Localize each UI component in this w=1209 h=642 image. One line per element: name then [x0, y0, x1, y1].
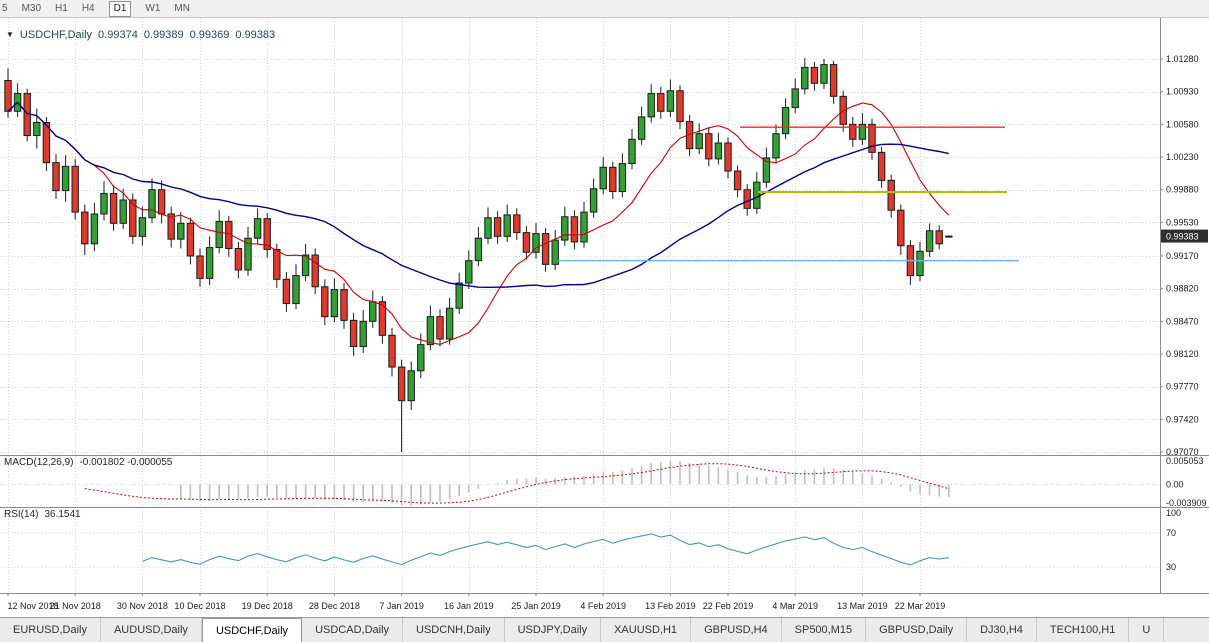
grid — [0, 18, 1160, 593]
symbol-tab-sp500[interactable]: SP500,M15 — [782, 618, 867, 642]
date-axis-label: 30 Nov 2018 — [117, 601, 168, 611]
date-axis-label: 25 Jan 2019 — [511, 601, 561, 611]
macd-name: MACD(12,26,9) — [4, 457, 74, 468]
symbol-tab-usdjpy[interactable]: USDJPY,Daily — [505, 618, 602, 642]
chart-title: ▼ USDCHF,Daily 0.99374 0.99389 0.99369 0… — [6, 29, 275, 41]
macd-values: -0.001802 -0.000055 — [79, 457, 173, 468]
macd-axis: 0.005053 0.00 -0.003909 — [1166, 456, 1207, 508]
price-axis-label: 0.97070 — [1166, 447, 1199, 457]
rsi-name: RSI(14) — [4, 509, 39, 520]
price-axis: 1.01280 1.00930 1.00580 1.00230 0.99880 0.995… — [1160, 54, 1199, 457]
ohlc-close: 0.99383 — [235, 29, 276, 41]
rsi-axis-label: 70 — [1166, 528, 1176, 538]
ohlc-open: 0.99374 — [98, 29, 138, 41]
chart-canvas[interactable]: 1.01280 1.00930 1.00580 1.00230 0.99880 0.995… — [0, 18, 1209, 617]
chart-area[interactable]: 1.01280 1.00930 1.00580 1.00230 0.99880 0.995… — [0, 18, 1209, 617]
timeframe-toolbar: 5 M30 H1 H4 D1 W1 MN — [0, 0, 1209, 18]
macd-indicator-label: MACD(12,26,9) -0.001802 -0.000055 — [4, 457, 172, 468]
price-axis-label: 0.98470 — [1166, 316, 1199, 326]
timeframe-button-h1[interactable]: H1 — [55, 2, 68, 14]
symbol-tab-usdcad[interactable]: USDCAD,Daily — [302, 618, 404, 642]
timeframe-button-mn[interactable]: MN — [174, 2, 190, 14]
chart-symbol-label: USDCHF,Daily — [19, 29, 93, 41]
timeframe-button-w1[interactable]: W1 — [145, 2, 161, 14]
timeframe-button-5[interactable]: 5 — [2, 2, 8, 14]
symbol-tab-usdchf[interactable]: USDCHF,Daily — [201, 618, 303, 642]
date-axis-label: 21 Nov 2018 — [50, 601, 101, 611]
current-price-badge-text: 0.99383 — [1166, 232, 1199, 242]
date-axis-label: 16 Jan 2019 — [444, 601, 494, 611]
rsi-indicator-label: RSI(14) 36.1541 — [4, 509, 81, 520]
price-axis-label: 0.99530 — [1166, 217, 1199, 227]
ohlc-low: 0.99369 — [189, 29, 230, 41]
date-axis-label: 4 Feb 2019 — [580, 601, 626, 611]
panel-separators — [0, 18, 1209, 594]
macd-axis-label: 0.00 — [1166, 479, 1184, 489]
timeframe-button-m30[interactable]: M30 — [21, 2, 42, 14]
date-axis-label: 4 Mar 2019 — [772, 601, 818, 611]
price-axis-label: 0.98120 — [1166, 349, 1199, 359]
timeframe-button-d1[interactable]: D1 — [108, 0, 132, 17]
price-axis-label: 1.00930 — [1166, 87, 1199, 97]
date-axis-label: 13 Feb 2019 — [645, 601, 696, 611]
symbol-tab-tech100[interactable]: TECH100,H1 — [1037, 618, 1130, 642]
date-axis-label: 12 Nov 2018 — [7, 601, 58, 611]
rsi-value: 36.1541 — [44, 509, 81, 520]
symbol-tab-u[interactable]: U — [1129, 618, 1165, 642]
date-axis-label: 19 Dec 2018 — [242, 601, 293, 611]
price-axis-label: 0.98820 — [1166, 284, 1199, 294]
macd-signal-line — [84, 463, 949, 504]
timeframe-button-h4[interactable]: H4 — [81, 2, 95, 14]
symbol-tab-audusd[interactable]: AUDUSD,Daily — [101, 618, 202, 642]
symbol-tab-bar: EURUSD,Daily AUDUSD,Daily USDCHF,Daily USDC… — [0, 617, 1209, 642]
rsi-line — [142, 533, 949, 566]
ohlc-high: 0.99389 — [143, 29, 184, 41]
symbol-tab-eurusd[interactable]: EURUSD,Daily — [0, 618, 101, 642]
macd-histogram — [180, 460, 950, 506]
date-axis-label: 10 Dec 2018 — [174, 601, 225, 611]
date-axis-label: 28 Dec 2018 — [309, 601, 360, 611]
date-axis-label: 22 Feb 2019 — [703, 601, 754, 611]
ma-fast-line — [7, 101, 950, 345]
symbol-tab-xauusd[interactable]: XAUUSD,H1 — [601, 618, 692, 642]
symbol-tab-gbpusd[interactable]: GBPUSD,Daily — [866, 618, 968, 642]
rsi-axis: 100 70 30 — [1166, 508, 1181, 572]
price-axis-label: 1.00580 — [1166, 119, 1199, 129]
price-axis-label: 0.99880 — [1166, 185, 1199, 195]
symbol-tab-dj30[interactable]: DJ30,H4 — [967, 618, 1037, 642]
price-axis-label: 0.97420 — [1166, 414, 1199, 424]
price-axis-label: 0.99170 — [1166, 251, 1199, 261]
price-axis-label: 0.97770 — [1166, 382, 1199, 392]
price-axis-label: 1.01280 — [1166, 54, 1199, 64]
chart-dropdown-icon[interactable]: ▼ — [6, 30, 14, 39]
symbol-tab-usdcnh[interactable]: USDCNH,Daily — [403, 618, 505, 642]
macd-axis-label: -0.003909 — [1166, 498, 1207, 508]
rsi-axis-label: 100 — [1166, 508, 1181, 518]
date-axis-label: 13 Mar 2019 — [837, 601, 888, 611]
candlestick-series — [4, 58, 953, 452]
price-axis-label: 1.00230 — [1166, 152, 1199, 162]
ma-slow-line — [7, 101, 949, 289]
rsi-axis-label: 30 — [1166, 562, 1176, 572]
symbol-tab-gbpusd[interactable]: GBPUSD,H4 — [691, 618, 782, 642]
date-axis-label: 22 Mar 2019 — [895, 601, 946, 611]
current-price-badge — [1161, 229, 1208, 243]
macd-axis-label: 0.005053 — [1166, 456, 1204, 466]
date-axis-label: 7 Jan 2019 — [379, 601, 424, 611]
